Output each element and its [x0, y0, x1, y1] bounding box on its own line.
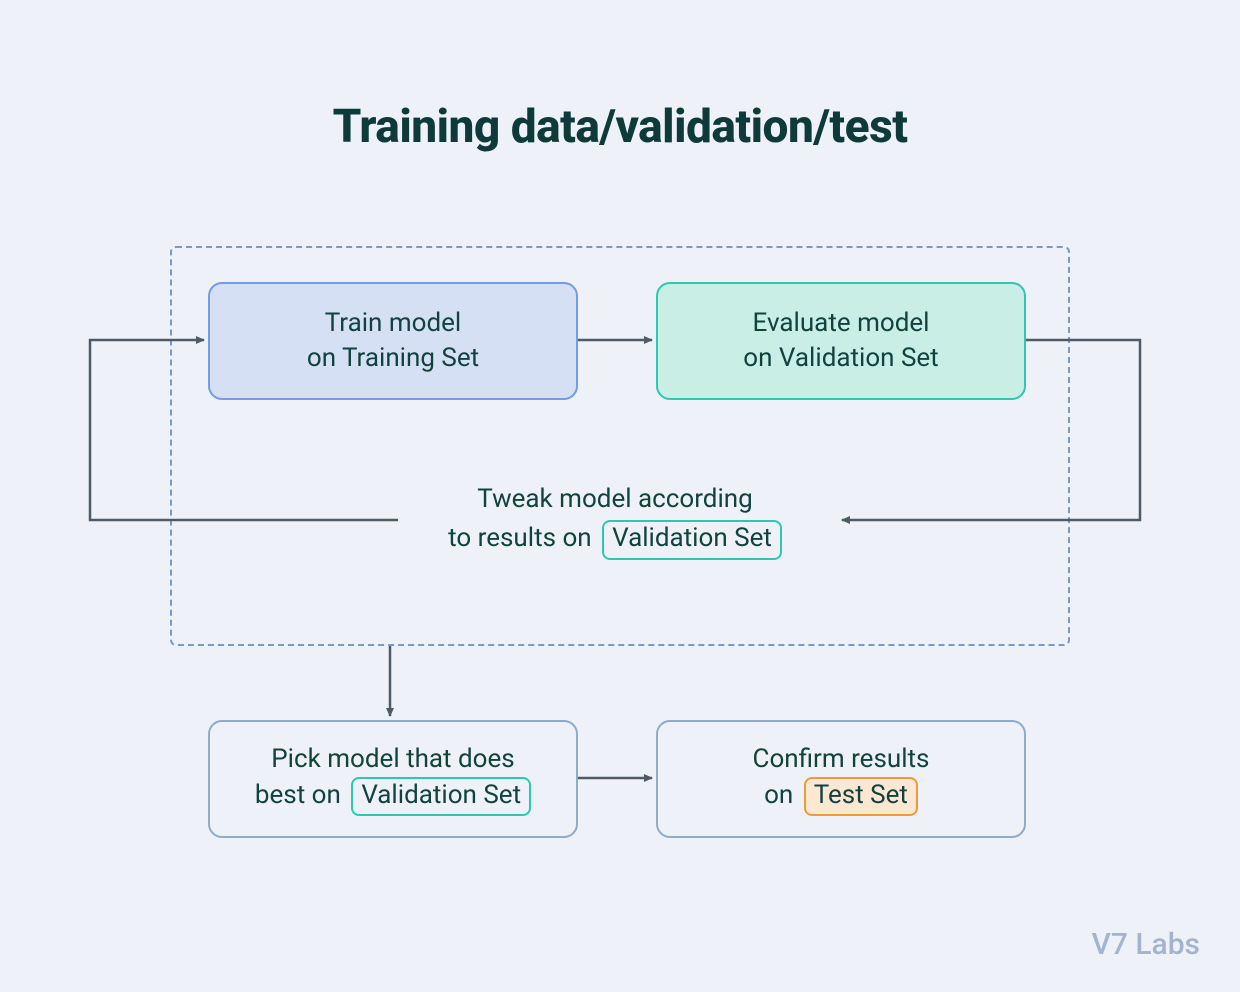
- node-evaluate: Evaluate model on Validation Set: [656, 282, 1026, 400]
- node-confirm-line2-prefix: on: [764, 780, 800, 810]
- node-pick-line2: best on Validation Set: [255, 777, 531, 817]
- pick-pill-validation-set: Validation Set: [351, 777, 531, 817]
- node-evaluate-line2: on Validation Set: [743, 341, 938, 376]
- tweak-pill-validation-set: Validation Set: [602, 520, 782, 560]
- node-pick-line1: Pick model that does: [271, 742, 514, 777]
- node-train: Train model on Training Set: [208, 282, 578, 400]
- node-train-line1: Train model: [325, 306, 462, 341]
- node-evaluate-line1: Evaluate model: [753, 306, 930, 341]
- node-pick-line2-prefix: best on: [255, 780, 347, 810]
- node-confirm: Confirm results on Test Set: [656, 720, 1026, 838]
- node-train-line2: on Training Set: [307, 341, 479, 376]
- node-confirm-line1: Confirm results: [753, 742, 930, 777]
- confirm-pill-test-set: Test Set: [804, 777, 918, 817]
- diagram-title: Training data/validation/test: [0, 100, 1240, 154]
- tweak-label: Tweak model according to results on Vali…: [400, 480, 830, 560]
- node-confirm-line2: on Test Set: [764, 777, 918, 817]
- attribution-label: V7 Labs: [1091, 927, 1200, 962]
- tweak-line2-prefix: to results on: [448, 523, 598, 553]
- tweak-line2: to results on Validation Set: [400, 519, 830, 560]
- tweak-line1: Tweak model according: [400, 480, 830, 519]
- node-pick: Pick model that does best on Validation …: [208, 720, 578, 838]
